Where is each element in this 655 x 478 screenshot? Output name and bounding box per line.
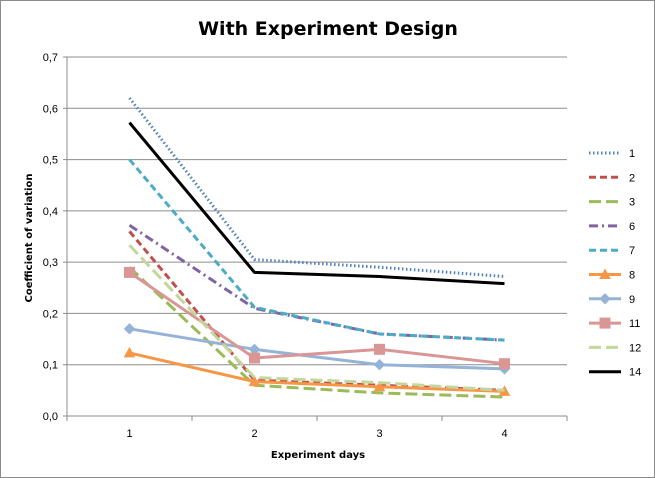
data-point-marker [248,375,261,387]
y-tick-label: 0,0 [43,411,58,423]
x-tick-label: 1 [126,428,132,440]
legend-label: 3 [629,197,635,209]
series-6 [128,223,505,342]
series-line [128,244,505,392]
data-point-marker [599,293,611,305]
series-line [129,327,505,371]
data-point-marker [249,352,260,364]
legend-label: 14 [629,367,641,379]
y-tick-label: 0,7 [43,52,58,64]
data-point-marker [499,358,510,370]
series-group [123,97,511,399]
legend-item-7: 7 [589,245,635,257]
legend-label: 2 [629,172,635,184]
legend-label: 6 [629,221,635,233]
legend-item-11: 11 [589,317,640,330]
y-axis-title: Coefficient of variation [24,174,35,303]
legend-item-9: 9 [589,293,635,306]
legend-item-3: 3 [589,197,635,209]
y-tick-label: 0,3 [43,257,58,269]
series-line [128,97,505,278]
series-line [129,351,505,393]
data-point-marker [123,323,136,335]
series-line [128,271,505,366]
y-tick-label: 0,4 [43,206,58,218]
y-tick-label: 0,5 [43,155,58,167]
data-point-marker [599,317,611,329]
series-14 [128,121,505,286]
legend-label: 9 [629,294,635,306]
legend-item-14: 14 [589,367,641,379]
legend-item-2: 2 [589,172,635,184]
x-tick-label: 4 [501,428,507,440]
x-tick-label: 2 [251,428,257,440]
data-point-marker [373,380,386,392]
series-7 [128,158,505,342]
series-line [128,158,505,342]
legend-item-1: 1 [589,148,635,160]
series-1 [128,97,505,278]
legend-label: 12 [629,342,641,354]
series-12 [128,244,505,392]
series-line [128,223,505,342]
legend-label: 11 [629,318,640,330]
x-tick-label: 3 [376,428,382,440]
series-line [128,121,505,286]
series-2 [128,230,505,392]
gridlines [67,56,567,366]
data-point-marker [124,266,135,278]
series-line [128,230,505,392]
x-axis-title: Experiment days [271,450,365,461]
legend-label: 7 [629,245,635,257]
data-point-marker [123,346,136,358]
legend-item-8: 8 [589,268,635,282]
x-axis-ticks: 1 2 3 4 [66,416,568,440]
data-point-marker [599,268,611,279]
y-tick-label: 0,2 [43,308,58,320]
series-8 [123,346,511,396]
y-tick-label: 0,6 [43,103,58,115]
data-point-marker [373,359,386,371]
series-11 [124,266,510,370]
y-axis-ticks: 0,0 0,1 0,2 0,3 0,4 0,5 0,6 0,7 [43,52,67,423]
series-3 [128,266,505,399]
legend-item-12: 12 [589,342,641,354]
chart-title: With Experiment Design [198,18,458,40]
legend-label: 8 [629,270,635,282]
legend-label: 1 [629,148,635,160]
series-line [128,266,505,399]
data-point-marker [374,343,385,355]
y-tick-label: 0,1 [43,360,58,372]
legend-item-6: 6 [589,221,635,233]
